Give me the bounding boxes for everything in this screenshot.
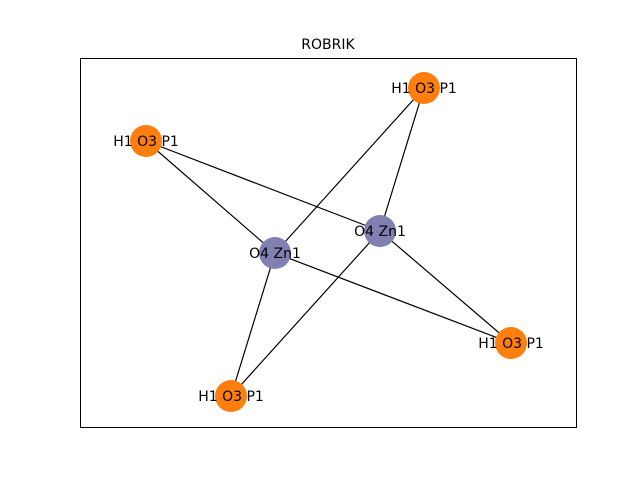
- node-marker: [259, 237, 291, 269]
- graph-node-p-top-right: H1 O3 P1: [391, 72, 457, 104]
- edge-layer: [145, 87, 512, 397]
- graph-edge: [230, 230, 381, 397]
- graph-edge: [274, 87, 425, 254]
- graph-edge: [145, 140, 381, 232]
- node-marker: [130, 125, 162, 157]
- graph-node-p-bottom-left: H1 O3 P1: [198, 380, 264, 412]
- graph-node-p-bottom-right: H1 O3 P1: [478, 327, 544, 359]
- graph-edge: [230, 252, 276, 397]
- graph-title: ROBRIK: [301, 37, 355, 53]
- node-label: H1 O3 P1: [113, 134, 179, 150]
- graph-edge: [379, 230, 512, 344]
- node-marker: [215, 380, 247, 412]
- node-label: O4 Zn1: [354, 224, 406, 240]
- graph-edge: [379, 87, 425, 232]
- graph-node-p-top-left: H1 O3 P1: [113, 125, 179, 157]
- graph-node-zn-left: O4 Zn1: [249, 237, 301, 269]
- node-marker: [408, 72, 440, 104]
- node-layer: H1 O3 P1 H1 O3 P1 O4 Zn1 O4 Zn1 H1 O3 P1 H1 O…: [113, 72, 544, 412]
- graph-edge: [145, 140, 276, 254]
- node-marker: [364, 215, 396, 247]
- plot-frame: [80, 58, 577, 428]
- node-label: O4 Zn1: [249, 246, 301, 262]
- node-label: H1 O3 P1: [198, 389, 264, 405]
- graph-edge: [274, 252, 512, 344]
- graph-node-zn-right: O4 Zn1: [354, 215, 406, 247]
- node-marker: [495, 327, 527, 359]
- node-label: H1 O3 P1: [391, 81, 457, 97]
- node-label: H1 O3 P1: [478, 336, 544, 352]
